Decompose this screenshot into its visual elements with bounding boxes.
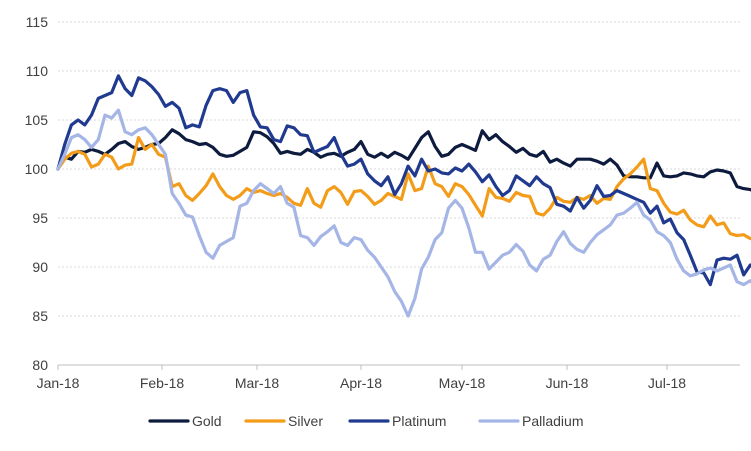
x-tick-label: Feb-18	[140, 375, 185, 391]
y-tick-label: 105	[25, 112, 49, 128]
axes: 80 85 90 95 100 105 110 115 Jan-18 Feb-18 Mar-18 Ap…	[25, 14, 740, 391]
y-tick-label: 100	[25, 161, 49, 177]
x-tick-label: Jun-18	[546, 375, 589, 391]
series-lines	[56, 74, 751, 318]
x-tick-label: Mar-18	[235, 375, 280, 391]
legend-label-palladium: Palladium	[522, 413, 583, 429]
series-line-platinum	[56, 74, 751, 287]
x-tick-label: Jan-18	[37, 375, 80, 391]
gridlines	[58, 21, 740, 317]
series-line-silver	[56, 136, 751, 241]
y-tick-label: 85	[32, 308, 48, 324]
y-tick-label: 90	[32, 259, 48, 275]
y-tick-label: 115	[26, 14, 49, 30]
series-line-gold	[56, 128, 751, 192]
y-tick-label: 80	[32, 357, 48, 373]
x-tick-label: Apr-18	[340, 375, 382, 391]
legend-label-platinum: Platinum	[392, 413, 446, 429]
y-tick-label: 95	[32, 210, 48, 226]
series-line-palladium	[56, 108, 751, 318]
x-tick-label: May-18	[439, 375, 486, 391]
x-tick-label: Jul-18	[648, 375, 686, 391]
legend: Gold Silver Platinum Palladium	[148, 413, 583, 429]
legend-label-gold: Gold	[192, 413, 222, 429]
legend-label-silver: Silver	[288, 413, 323, 429]
y-tick-label: 110	[26, 63, 49, 79]
